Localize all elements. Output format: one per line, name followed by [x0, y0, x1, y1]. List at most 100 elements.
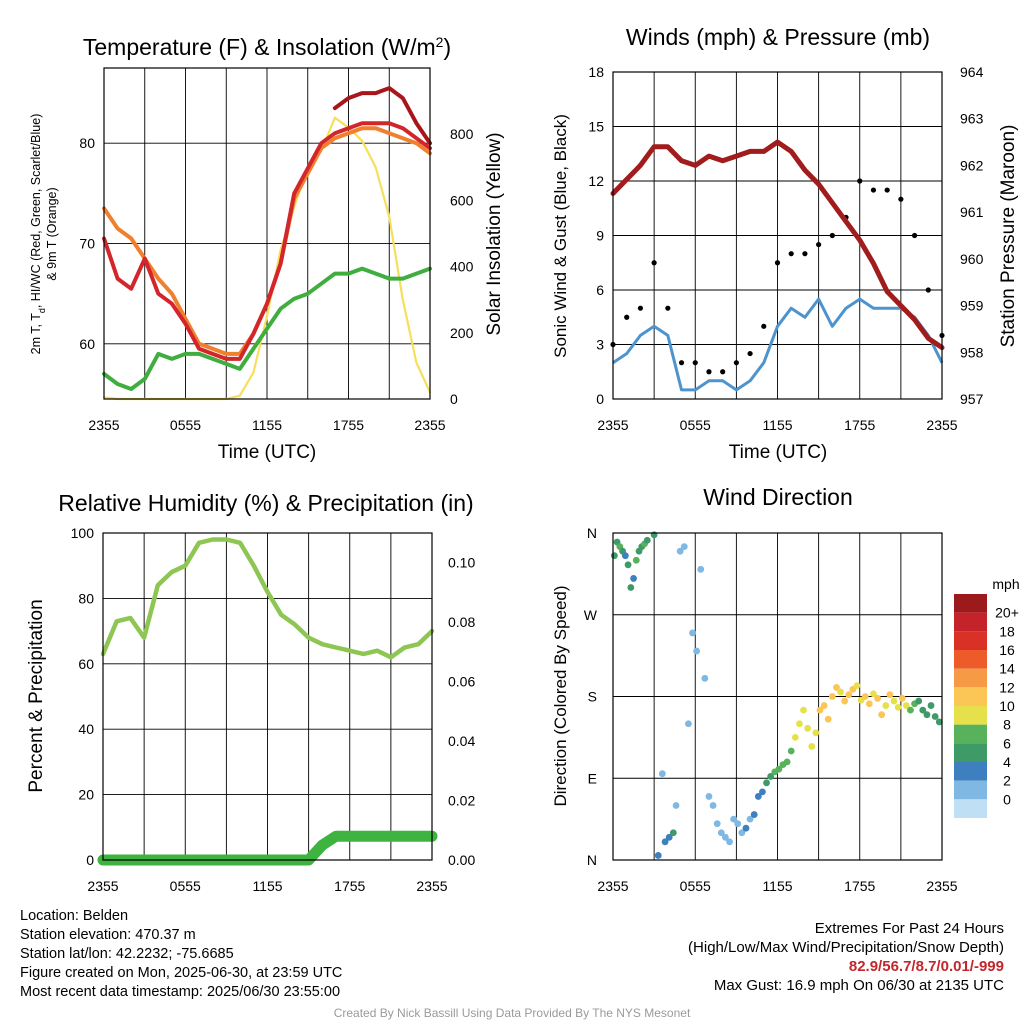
direction-point [808, 743, 816, 750]
gust-point [720, 369, 726, 375]
temperature-xlabel: Time (UTC) [218, 442, 317, 463]
colorbar-segment [954, 762, 987, 781]
direction-point [865, 700, 873, 708]
direction-point [915, 697, 923, 705]
x-tick-label: 1755 [844, 417, 875, 433]
figure-created: Figure created on Mon, 2025-06-30, at 23… [20, 965, 343, 981]
gust-point [898, 196, 904, 202]
y-tick-label: 70 [79, 236, 95, 252]
direction-point [800, 706, 807, 714]
gust-point [774, 260, 781, 266]
y-tick-label: 20 [78, 787, 94, 803]
y-tick-label: 100 [71, 525, 95, 541]
extremes-fields: (High/Low/Max Wind/Precipitation/Snow De… [688, 939, 1004, 956]
direction-point [927, 702, 935, 709]
direction-point [680, 543, 688, 551]
x-tick-label: 0555 [170, 417, 201, 433]
direction-point [907, 706, 914, 714]
direction-point [742, 824, 750, 832]
direction-point [705, 793, 713, 800]
y2-tick-label: 961 [960, 204, 984, 220]
y-tick-label: 18 [588, 64, 604, 80]
colorbar-segment [954, 799, 987, 818]
credit-line: Created By Nick Bassill Using Data Provi… [333, 1006, 691, 1020]
y2-tick-label: 200 [450, 325, 474, 341]
direction-point [775, 765, 783, 773]
colorbar-label: 10 [999, 698, 1015, 714]
x-tick-label: 1755 [334, 878, 365, 894]
direction-point [738, 829, 746, 837]
y-tick-label: N [587, 852, 597, 868]
y-tick-label: 0 [86, 852, 94, 868]
series-line [102, 266, 432, 391]
direction-point [845, 691, 853, 699]
gust-point [733, 360, 739, 366]
direction-point [841, 697, 849, 705]
y-tick-label: N [587, 525, 597, 541]
temperature-ylabel-left: 2m T, Td, HI/WC (Red, Green, Scarlet/Blu… [29, 114, 47, 355]
direction-point [701, 674, 709, 682]
temperature-panel: Temperature (F) & Insolation (W/m2) 60 70… [29, 34, 505, 463]
y2-tick-label: 957 [960, 391, 984, 407]
max-gust: Max Gust: 16.9 mph On 06/30 at 2135 UTC [713, 977, 1004, 994]
wind-direction-panel-title: Wind Direction [703, 484, 853, 510]
direction-point [902, 702, 910, 709]
temperature-ylabel-left-line2: & 9m T (Orange) [45, 187, 59, 280]
x-tick-label: 2355 [416, 878, 447, 894]
gust-point [747, 350, 753, 357]
y-tick-label: 6 [596, 282, 604, 298]
x-tick-label: 2355 [414, 417, 445, 433]
colorbar-segment [954, 594, 987, 613]
direction-point [627, 584, 635, 591]
x-tick-label: 1155 [762, 878, 792, 894]
gust-point [624, 314, 630, 320]
direction-point [750, 811, 758, 818]
colorbar-segment [954, 724, 987, 744]
y-tick-label: 60 [79, 336, 95, 352]
direction-point [837, 688, 844, 696]
direction-point [898, 694, 906, 702]
gust-point [788, 251, 794, 257]
y2-tick-label: 959 [960, 298, 984, 314]
direction-point [624, 561, 632, 569]
series-line [102, 121, 432, 361]
direction-point [923, 711, 931, 719]
x-tick-label: 1155 [252, 878, 282, 894]
x-tick-label: 1155 [762, 417, 792, 433]
y-tick-label: 40 [78, 721, 94, 737]
direction-point [804, 724, 812, 732]
direction-point [878, 711, 886, 719]
gust-point [870, 187, 877, 193]
direction-point [661, 838, 669, 846]
direction-point [669, 829, 677, 837]
gust-point [816, 241, 822, 248]
x-tick-label: 1155 [252, 417, 282, 433]
station-info: Location: Belden Station elevation: 470.… [20, 907, 342, 1002]
direction-point [759, 788, 766, 796]
direction-point [935, 718, 943, 726]
direction-point [722, 833, 729, 841]
direction-point [672, 802, 680, 809]
direction-point [709, 802, 717, 809]
y-tick-label: 3 [596, 337, 604, 353]
direction-point [654, 852, 662, 859]
wind-pressure-panel-title: Winds (mph) & Pressure (mb) [626, 24, 930, 50]
y-tick-label: 0 [596, 391, 604, 407]
direction-point [787, 747, 795, 755]
direction-point [820, 702, 828, 709]
colorbar-label: 2 [1003, 773, 1011, 789]
gust-point [925, 287, 931, 293]
colorbar-label: 4 [1003, 754, 1011, 770]
x-tick-label: 1755 [333, 417, 364, 433]
gust-point [911, 232, 918, 239]
colorbar-label: 8 [1003, 717, 1011, 733]
y2-tick-label: 600 [450, 192, 474, 208]
direction-point [689, 629, 696, 637]
direction-point [717, 829, 725, 837]
station-location: Location: Belden [20, 908, 129, 924]
direction-point [816, 706, 824, 714]
direction-point [874, 694, 881, 702]
gust-point [802, 251, 808, 257]
x-tick-label: 2355 [88, 417, 119, 433]
